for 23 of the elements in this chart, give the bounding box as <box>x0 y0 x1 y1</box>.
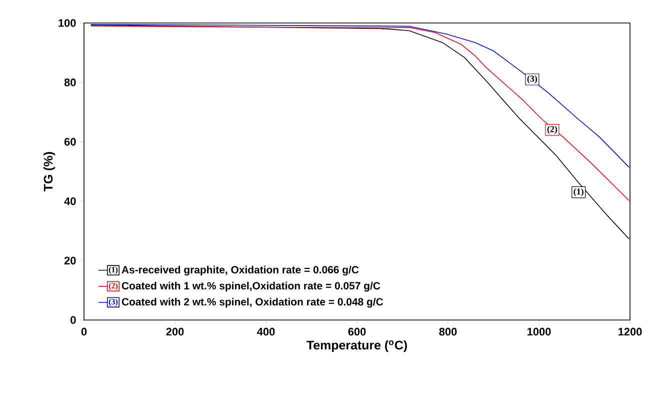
x-tick-label: 0 <box>81 328 87 336</box>
y-tick-label: 20 <box>64 256 76 264</box>
annotation: (1) <box>574 188 584 196</box>
line-series <box>90 24 630 168</box>
legend-label: Coated with 1 wt.% spinel,Oxidation rate = 0.057 g/C <box>122 282 380 292</box>
annotation: (2) <box>547 126 558 134</box>
y-tick-label: 60 <box>64 138 76 146</box>
x-axis-title: Temperature ($^{o}$C) <box>306 340 407 352</box>
x-tick-label: 200 <box>166 328 184 336</box>
y-tick-label: 40 <box>64 197 76 206</box>
y-tick-label: 80 <box>64 78 76 86</box>
legend-label: Coated with 2 wt.% spinel, Oxidation rate = 0.048 g/C <box>122 298 384 308</box>
x-tick-label: 1000 <box>528 328 551 336</box>
x-tick-label: 600 <box>348 328 366 336</box>
y-axis-title: TG (%) <box>43 152 56 192</box>
x-tick-label: 1200 <box>618 328 642 336</box>
y-tick-label: 100 <box>58 19 76 27</box>
annotation: (3) <box>527 75 538 84</box>
y-tick-label: 0 <box>70 316 76 324</box>
legend-label: As-received graphite, Oxidation rate = 0.066 g/C <box>122 266 359 276</box>
x-tick-label: 800 <box>439 328 457 336</box>
x-tick-label: 400 <box>257 328 275 336</box>
line-series <box>90 26 630 202</box>
